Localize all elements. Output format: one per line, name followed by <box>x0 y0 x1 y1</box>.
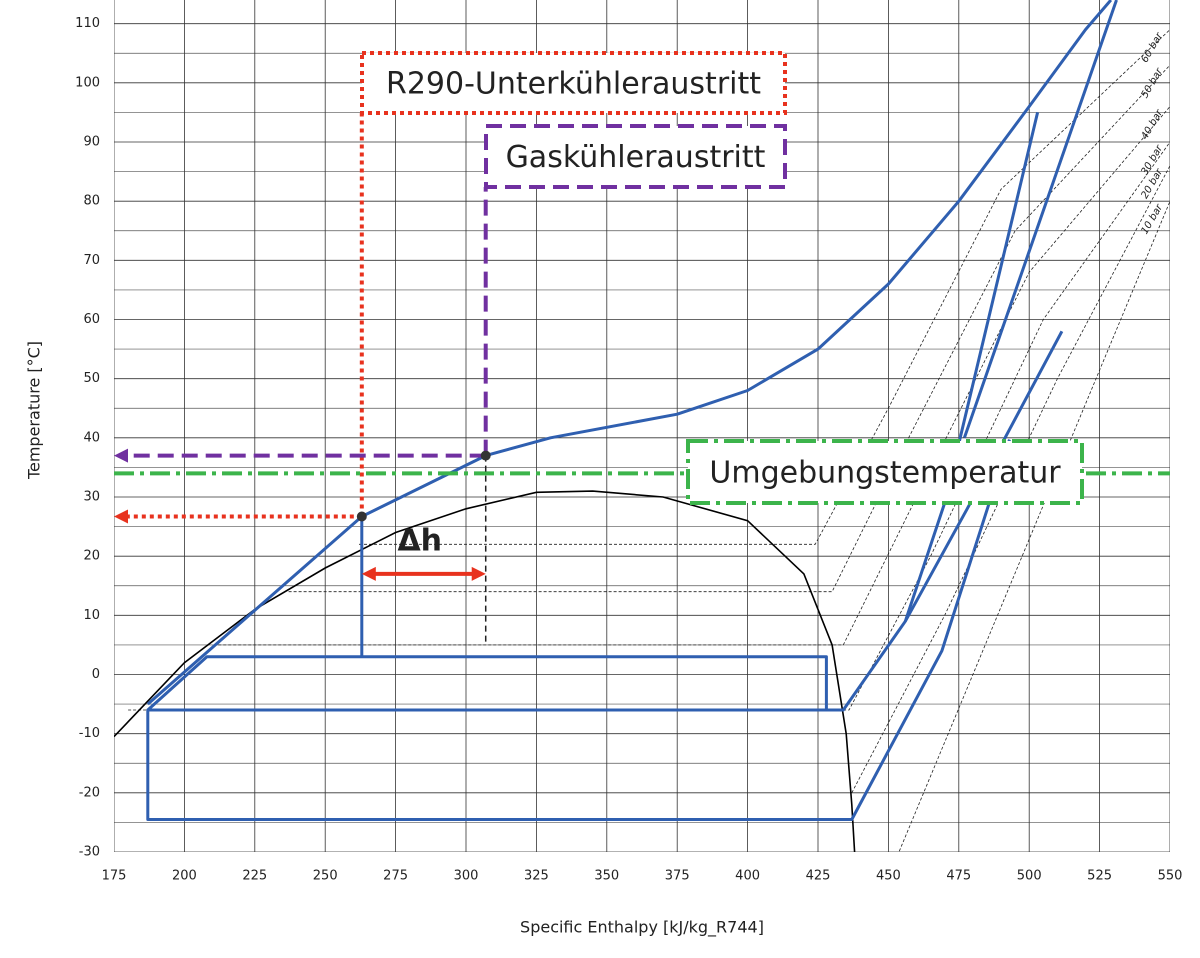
cycle-line <box>903 112 1040 622</box>
cycle-line <box>146 0 1113 706</box>
x-tick-label: 250 <box>313 869 338 884</box>
annotation-label: Gaskühleraustritt <box>506 140 766 175</box>
y-tick-label: 80 <box>83 194 100 209</box>
arrow-head <box>114 448 128 463</box>
x-tick-label: 325 <box>524 869 549 884</box>
x-tick-label: 275 <box>383 869 408 884</box>
arrow-head <box>114 509 128 524</box>
x-tick-label: 500 <box>1017 869 1042 884</box>
y-tick-label: 110 <box>75 16 100 31</box>
delta-label: Δh <box>397 523 442 558</box>
x-tick-label: 400 <box>735 869 760 884</box>
annotation-box <box>360 51 787 115</box>
annotation-label: R290-Unterkühleraustritt <box>386 67 761 102</box>
x-axis-title: Specific Enthalpy [kJ/kg_R744] <box>520 918 764 938</box>
x-tick-label: 350 <box>594 869 619 884</box>
isobar <box>128 141 1170 711</box>
arrow-head <box>471 566 486 581</box>
y-tick-label: 10 <box>83 608 100 623</box>
annotation-label: Umgebungstemperatur <box>709 456 1061 491</box>
y-axis-title: Temperature [°C] <box>25 341 44 480</box>
state-point <box>480 450 491 461</box>
x-tick-label: 475 <box>946 869 971 884</box>
cycle-line <box>826 330 1064 712</box>
saturation-curve <box>114 490 856 852</box>
isobar-label: 60 bar <box>1139 30 1165 64</box>
isobar <box>898 201 1170 852</box>
x-tick-label: 375 <box>665 869 690 884</box>
isobar-label: 10 bar <box>1139 202 1165 236</box>
y-tick-label: 0 <box>92 667 100 682</box>
y-tick-label: 20 <box>83 549 100 564</box>
y-tick-label: 60 <box>83 312 100 327</box>
arrow-head <box>361 566 376 581</box>
x-tick-label: 525 <box>1087 869 1112 884</box>
y-tick-label: 30 <box>83 490 100 505</box>
y-tick-label: 40 <box>83 430 100 445</box>
annotation-box <box>484 124 787 189</box>
y-tick-label: 90 <box>83 135 100 150</box>
x-tick-label: 225 <box>242 869 267 884</box>
isobar <box>359 29 1170 545</box>
y-tick-label: 100 <box>75 75 100 90</box>
annotation-box <box>686 439 1084 505</box>
cycle-line <box>962 0 1118 439</box>
x-tick-label: 200 <box>172 869 197 884</box>
x-tick-label: 550 <box>1158 869 1183 884</box>
x-tick-label: 425 <box>806 869 831 884</box>
x-tick-label: 450 <box>876 869 901 884</box>
y-tick-label: -20 <box>79 785 100 800</box>
y-tick-label: 70 <box>83 253 100 268</box>
y-tick-label: -30 <box>79 845 100 860</box>
x-tick-label: 300 <box>454 869 479 884</box>
y-tick-label: 50 <box>83 371 100 386</box>
y-tick-label: -10 <box>79 726 100 741</box>
state-point <box>356 511 367 522</box>
cycle-line <box>146 439 1011 821</box>
x-tick-label: 175 <box>102 869 127 884</box>
